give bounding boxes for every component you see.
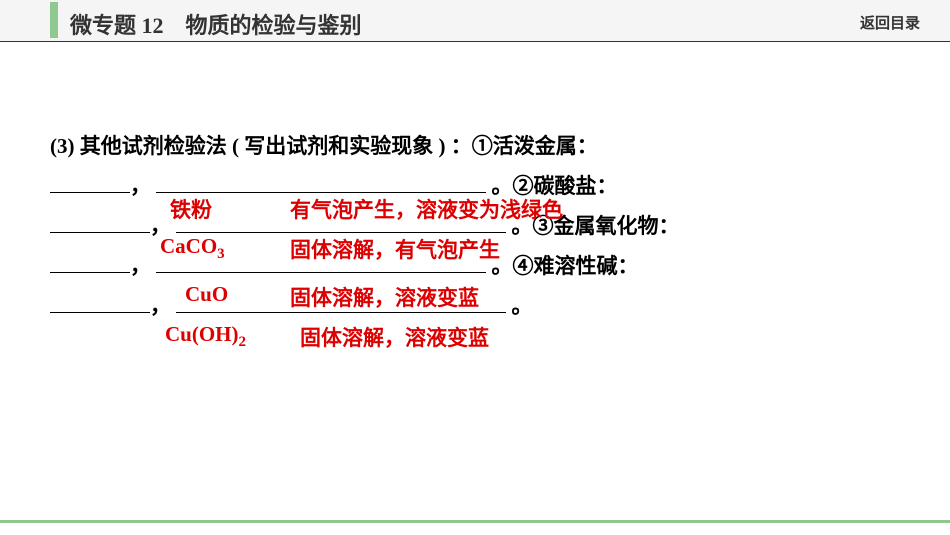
blank-4b <box>176 291 506 313</box>
intro-text: (3) 其他试剂检验法 ( 写出试剂和实验现象 ) ： <box>50 134 472 158</box>
blank-3b <box>156 251 486 273</box>
blank-2b <box>176 211 506 233</box>
comma: ， <box>130 254 151 278</box>
content-area: (3) 其他试剂检验法 ( 写出试剂和实验现象 ) ：①活泼金属： ， 。②碳酸… <box>0 42 950 326</box>
period: 。 <box>512 294 533 318</box>
question-line-3: ， 。③金属氧化物： <box>50 207 900 247</box>
blank-4a <box>50 291 150 313</box>
blank-3a <box>50 251 130 273</box>
blank-1a <box>50 171 130 193</box>
return-link[interactable]: 返回目录 <box>860 12 920 33</box>
item4-label: ④难溶性碱： <box>513 254 639 278</box>
item3-label: ③金属氧化物： <box>533 214 680 238</box>
answer-4-reagent-sub: 2 <box>239 334 247 350</box>
comma: ， <box>150 294 171 318</box>
period: 。 <box>492 254 513 278</box>
blank-2a <box>50 211 150 233</box>
comma: ， <box>150 214 171 238</box>
item2-label: ②碳酸盐： <box>513 174 618 198</box>
question-line-4: ， 。④难溶性碱： <box>50 247 900 287</box>
period: 。 <box>512 214 533 238</box>
page-title: 微专题 12 物质的检验与鉴别 <box>70 8 362 40</box>
period: 。 <box>492 174 513 198</box>
header-accent <box>50 2 58 38</box>
blank-1b <box>156 171 486 193</box>
comma: ， <box>130 174 151 198</box>
item1-label: ①活泼金属： <box>472 134 598 158</box>
question-line-5: ， 。 <box>50 287 900 327</box>
header-bar: 微专题 12 物质的检验与鉴别 返回目录 <box>0 0 950 42</box>
question-line-1: (3) 其他试剂检验法 ( 写出试剂和实验现象 ) ：①活泼金属： <box>50 127 900 167</box>
answer-4-phenomenon: 固体溶解，溶液变蓝 <box>300 322 489 352</box>
footer-accent-line <box>0 520 950 523</box>
question-line-2: ， 。②碳酸盐： <box>50 167 900 207</box>
